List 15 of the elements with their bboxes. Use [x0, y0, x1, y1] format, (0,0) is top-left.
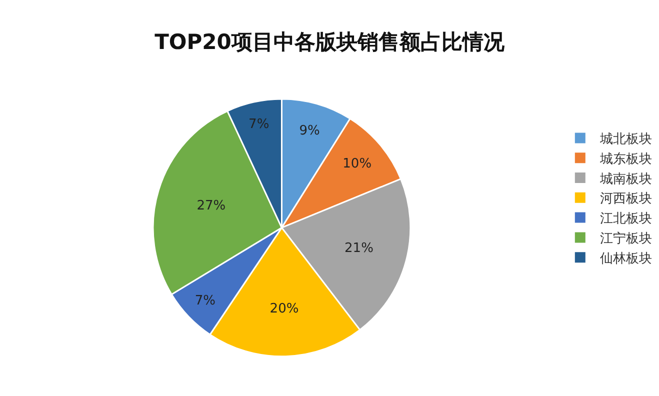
- chart-title: TOP20项目中各版块销售额占比情况: [154, 30, 506, 54]
- data-label: 21%: [344, 241, 374, 256]
- legend-label: 江北板块: [600, 212, 652, 227]
- legend-label: 江宁板块: [600, 230, 652, 247]
- data-label: 20%: [270, 301, 299, 316]
- legend-label: 城东板块: [599, 152, 652, 167]
- data-label: 10%: [342, 156, 372, 172]
- data-label: 27%: [196, 198, 226, 214]
- legend-label: 仙林板块: [600, 251, 652, 266]
- data-label: 7%: [194, 293, 216, 308]
- legend-label: 城北板块: [599, 132, 652, 148]
- data-label: 7%: [248, 116, 270, 132]
- legend-label: 城南板块: [599, 172, 652, 187]
- legend-label: 河西板块: [600, 192, 652, 207]
- data-label: 9%: [299, 123, 320, 138]
